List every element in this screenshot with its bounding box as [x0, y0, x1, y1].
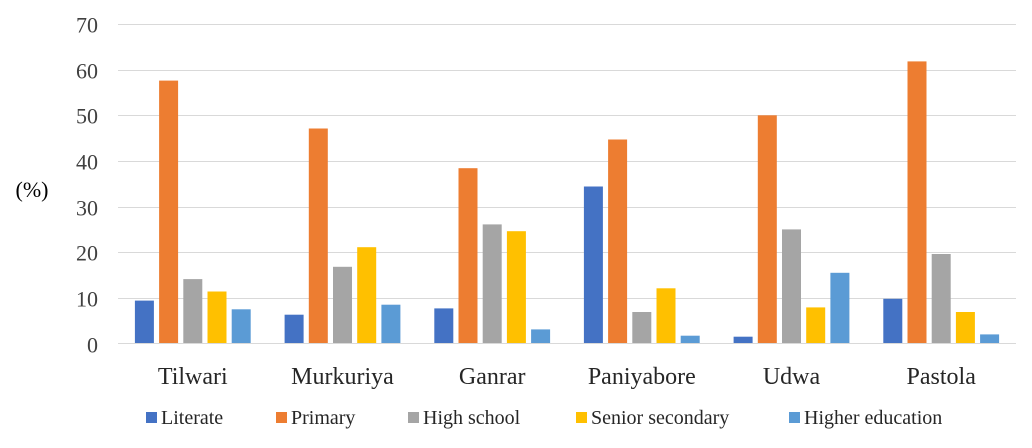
x-category-label: Tilwari: [158, 364, 228, 390]
bar-primary-paniyabore: [608, 139, 628, 344]
legend-item: Literate: [146, 407, 223, 429]
bar-higher-education-paniyabore: [680, 335, 700, 344]
bar-high-school-paniyabore: [632, 312, 652, 344]
bar-senior-secondary-tilwari: [207, 291, 227, 344]
bars: [134, 61, 1000, 344]
bar-primary-udwa: [757, 115, 777, 344]
bar-high-school-tilwari: [183, 279, 203, 344]
bar-literate-murkuriya: [284, 314, 304, 344]
x-category-label: Ganrar: [459, 364, 526, 390]
bar-literate-paniyabore: [583, 186, 603, 344]
legend-item: Primary: [276, 407, 355, 429]
x-category-label: Udwa: [763, 364, 821, 390]
legend-swatch: [408, 412, 419, 423]
legend-item: High school: [408, 407, 521, 429]
legend-swatch: [789, 412, 800, 423]
legend-item: Higher education: [789, 407, 942, 429]
y-tick-label: 10: [76, 287, 98, 312]
bar-senior-secondary-paniyabore: [656, 288, 676, 344]
grid-lines: [118, 24, 1016, 299]
x-axis-categories: Tilwari Murkuriya Ganrar Paniyabore Udwa Past…: [158, 364, 976, 390]
legend-label: Senior secondary: [591, 407, 729, 429]
bar-high-school-udwa: [782, 229, 801, 344]
bar-literate-udwa: [733, 336, 753, 344]
x-category-label: Murkuriya: [291, 364, 394, 390]
bar-senior-secondary-murkuriya: [357, 247, 377, 344]
legend-swatch: [146, 412, 157, 423]
y-tick-label: 0: [87, 333, 98, 358]
bar-primary-murkuriya: [308, 128, 328, 344]
y-tick-label: 60: [76, 59, 98, 84]
legend-label: Literate: [161, 407, 223, 429]
bar-higher-education-murkuriya: [381, 304, 401, 344]
y-tick-label: 30: [76, 196, 98, 221]
y-tick-label: 70: [76, 13, 98, 38]
y-tick-label: 40: [76, 150, 98, 175]
bar-primary-tilwari: [159, 80, 179, 344]
bar-higher-education-pastola: [980, 334, 1000, 344]
bar-higher-education-ganrar: [531, 329, 551, 344]
legend-swatch: [576, 412, 587, 423]
x-category-label: Pastola: [907, 364, 977, 390]
legend-item: Senior secondary: [576, 407, 729, 429]
bar-high-school-murkuriya: [333, 266, 352, 344]
y-axis-label: (%): [16, 177, 49, 202]
bar-high-school-pastola: [931, 254, 951, 344]
bar-higher-education-tilwari: [231, 309, 251, 344]
bar-senior-secondary-pastola: [955, 312, 975, 344]
bar-senior-secondary-ganrar: [506, 231, 526, 344]
bar-primary-pastola: [907, 61, 927, 344]
bar-literate-pastola: [883, 298, 903, 344]
y-tick-label: 20: [76, 241, 98, 266]
bar-higher-education-udwa: [830, 272, 850, 344]
bar-literate-ganrar: [434, 308, 454, 344]
bar-high-school-ganrar: [482, 224, 502, 344]
legend-label: Higher education: [804, 407, 942, 429]
bar-literate-tilwari: [134, 300, 154, 344]
bar-primary-ganrar: [458, 168, 478, 344]
legend-swatch: [276, 412, 287, 423]
legend-label: High school: [423, 407, 521, 429]
legend-label: Primary: [291, 407, 355, 429]
x-category-label: Paniyabore: [588, 364, 696, 390]
y-tick-label: 50: [76, 104, 98, 129]
y-axis-ticks: 0 10 20 30 40 50 60 70: [76, 13, 98, 358]
bar-senior-secondary-udwa: [806, 307, 826, 344]
legend: Literate Primary High school Senior seconda…: [146, 407, 942, 429]
